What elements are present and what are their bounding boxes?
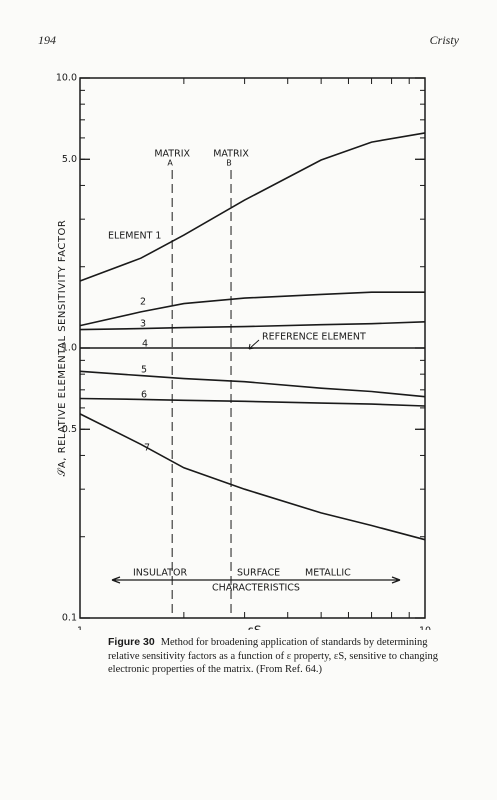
matrix-letter: B: [226, 159, 232, 168]
band-arrow: [111, 576, 401, 584]
x-tick-label: 10: [419, 626, 431, 631]
caption: Figure 30 Method for broadening applicati…: [108, 636, 442, 677]
x-tick-label: 1: [77, 626, 83, 631]
series-label: 3: [140, 319, 146, 330]
matrix-letter: A: [167, 159, 173, 168]
y-tick-label: 0.5: [62, 424, 77, 435]
band-bottom: CHARACTERISTICS: [212, 583, 300, 594]
series-label: ELEMENT 1: [108, 231, 161, 242]
x-axis-label: εS: [247, 624, 261, 631]
band-left: INSULATOR: [133, 568, 187, 579]
running-head: Cristy: [429, 33, 459, 47]
chart: 10.0 5.0 1.0 0.5 0.11 10 εS 𝒮A, RELATIVE ELEMEN…: [56, 73, 431, 631]
matrix-label: MATRIX: [213, 149, 249, 160]
y-axis-label: 𝒮A, RELATIVE ELEMENTAL SENSITIVITY FACTO…: [57, 220, 68, 477]
y-tick-label: 5.0: [62, 154, 77, 165]
page-number: 194: [38, 33, 56, 47]
series-line: [79, 397, 426, 407]
series-line: [79, 132, 426, 282]
band-right: METALLIC: [305, 568, 351, 579]
series-label: 4: [142, 339, 148, 350]
caption-text: Method for broadening application of sta…: [108, 637, 439, 675]
band-middle: SURFACE: [237, 568, 280, 579]
series-label: 5: [141, 365, 147, 376]
matrix-label: MATRIX: [154, 149, 190, 160]
y-tick-label: 1.0: [62, 343, 77, 354]
series-label: 2: [140, 297, 146, 308]
series-line: [79, 321, 426, 331]
reference-arrow: [248, 339, 260, 350]
series-line: [79, 370, 426, 398]
series-line: [79, 291, 425, 327]
series-label: 6: [141, 390, 147, 401]
caption-label: Figure 30: [108, 636, 155, 648]
series-line: [79, 413, 426, 541]
y-tick-label: 10.0: [56, 73, 77, 84]
series-label: 7: [144, 443, 150, 454]
y-tick-label: 0.1: [62, 613, 77, 624]
reference-label: REFERENCE ELEMENT: [262, 332, 366, 343]
